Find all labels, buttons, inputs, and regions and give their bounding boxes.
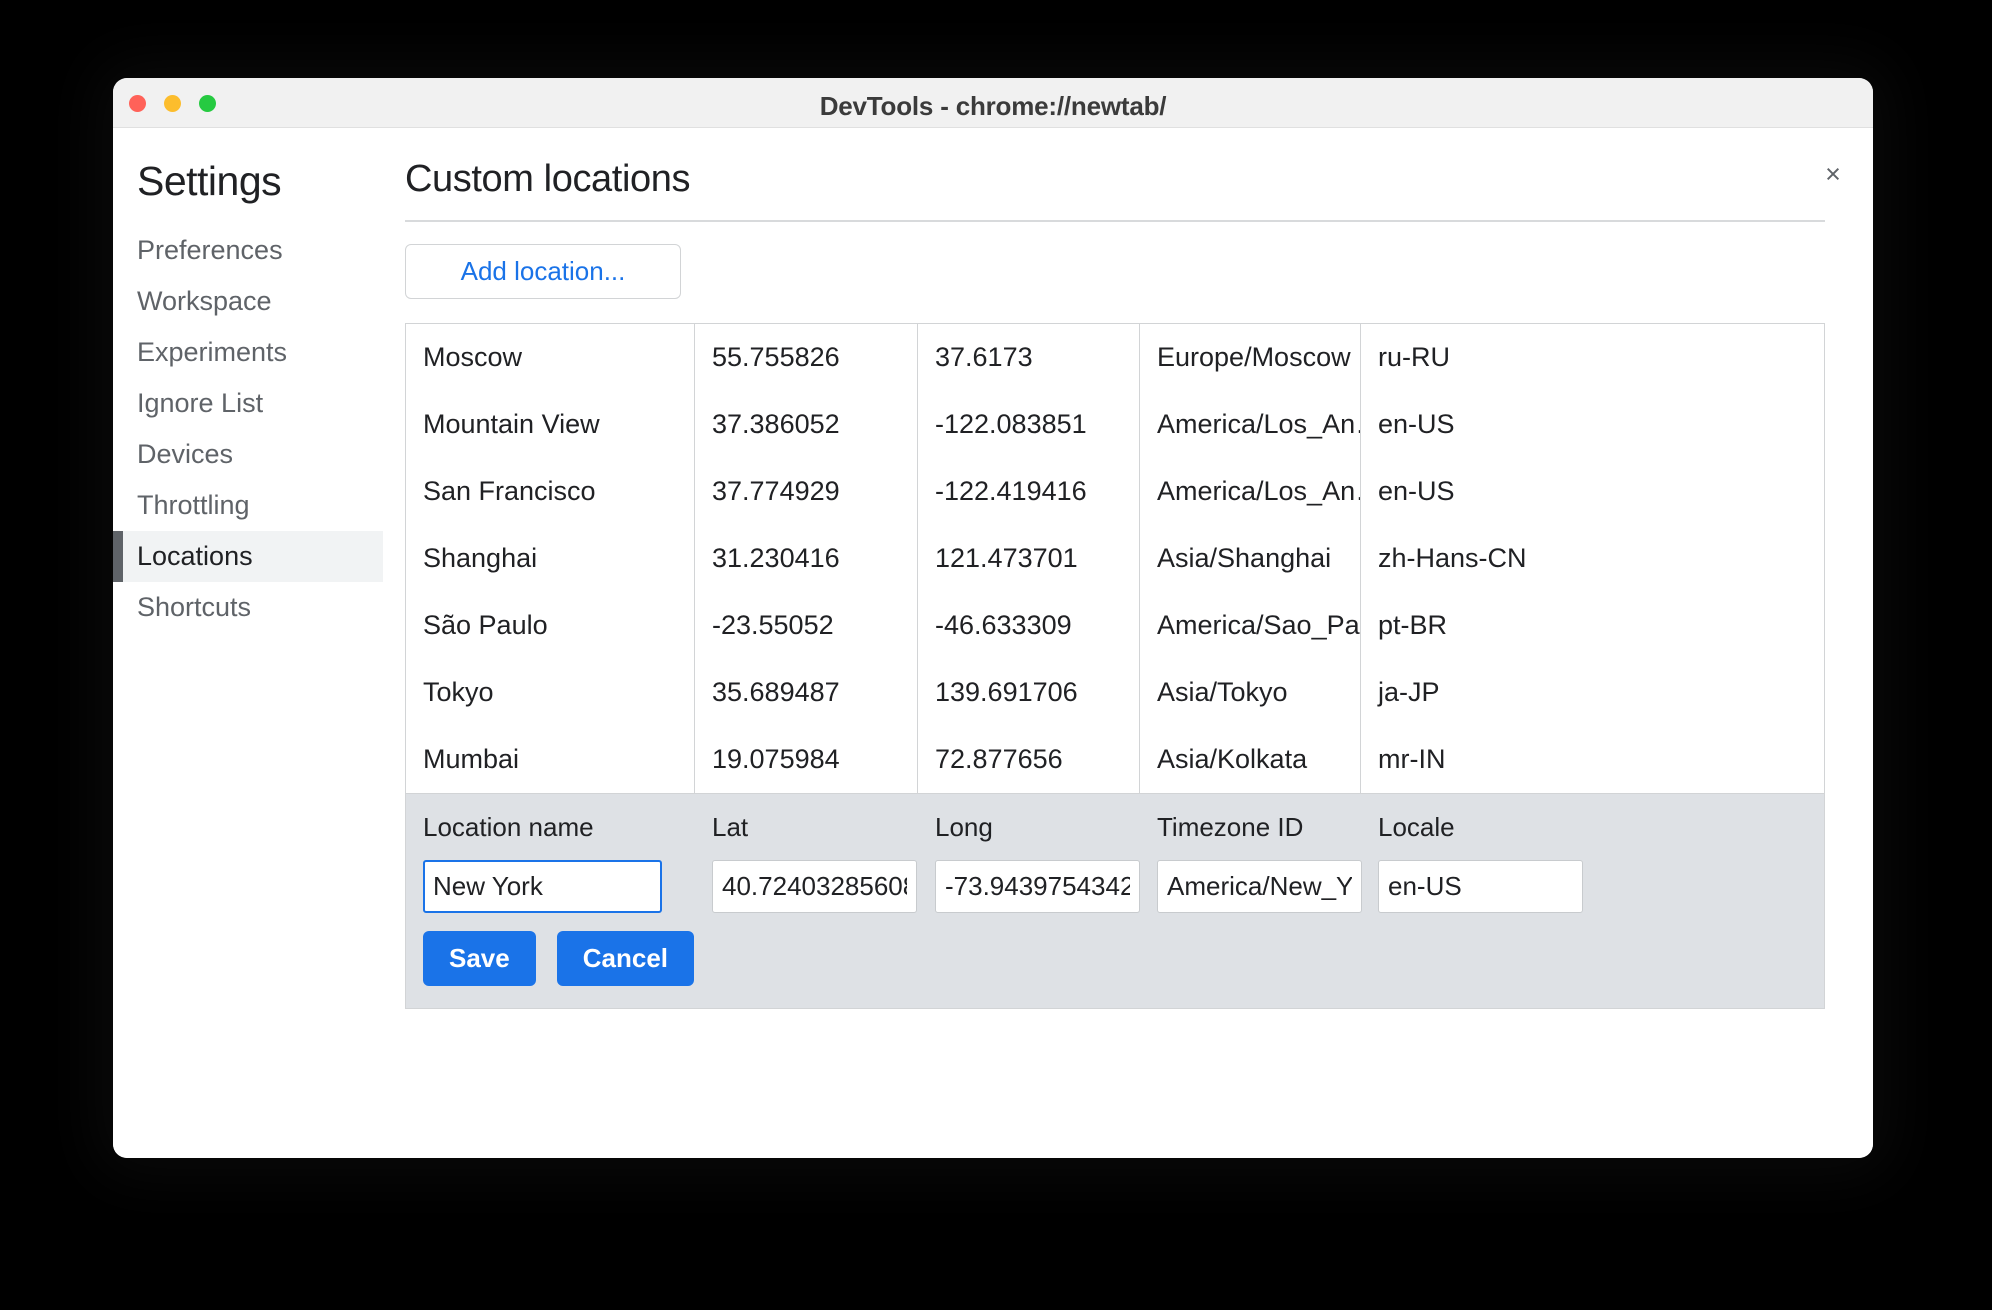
- sidebar-item-experiments[interactable]: Experiments: [113, 327, 383, 378]
- minimize-window-button[interactable]: [164, 95, 181, 112]
- editor-column-headers: Location name Lat Long Timezone ID Local…: [406, 794, 1824, 860]
- cell-long: 121.473701: [918, 525, 1140, 592]
- save-button[interactable]: Save: [423, 931, 536, 986]
- cell-timezone-id: Asia/Kolkata: [1140, 726, 1361, 793]
- cell-location-name: Shanghai: [406, 525, 695, 592]
- table-row[interactable]: Shanghai 31.230416 121.473701 Asia/Shang…: [406, 525, 1824, 592]
- cell-lat: 31.230416: [695, 525, 918, 592]
- cancel-button[interactable]: Cancel: [556, 931, 694, 986]
- cell-timezone-id: Asia/Tokyo: [1140, 659, 1361, 726]
- table-row[interactable]: São Paulo -23.55052 -46.633309 America/S…: [406, 592, 1824, 659]
- cell-locale: en-US: [1378, 476, 1455, 506]
- sidebar-item-workspace[interactable]: Workspace: [113, 276, 383, 327]
- field-wrap-locale: [1361, 860, 1824, 913]
- cell-lat: -23.55052: [695, 592, 918, 659]
- cell-timezone-id: America/Sao_Pa…: [1140, 592, 1361, 659]
- table-row[interactable]: Moscow 55.755826 37.6173 Europe/Moscow r…: [406, 324, 1824, 391]
- devtools-settings-dialog: × Settings Preferences Workspace Experim…: [113, 128, 1873, 1158]
- table-row[interactable]: Tokyo 35.689487 139.691706 Asia/Tokyo ja…: [406, 659, 1824, 726]
- cell-lat: 19.075984: [695, 726, 918, 793]
- sidebar-item-throttling[interactable]: Throttling: [113, 480, 383, 531]
- sidebar-item-label: Devices: [137, 439, 234, 469]
- sidebar-item-label: Locations: [137, 541, 253, 571]
- sidebar-item-label: Workspace: [137, 286, 272, 316]
- table-row[interactable]: Mountain View 37.386052 -122.083851 Amer…: [406, 391, 1824, 458]
- add-location-button[interactable]: Add location...: [405, 244, 681, 299]
- editor-actions: Save Cancel: [406, 915, 1824, 1008]
- header-locale: Locale: [1378, 811, 1455, 842]
- locale-input[interactable]: [1378, 860, 1583, 913]
- header-location-name: Location name: [423, 811, 594, 842]
- cell-locale: mr-IN: [1378, 744, 1446, 774]
- cell-location-name: Moscow: [406, 324, 695, 391]
- sidebar-item-locations[interactable]: Locations: [113, 531, 383, 582]
- sidebar-item-ignore-list[interactable]: Ignore List: [113, 378, 383, 429]
- sidebar-item-label: Ignore List: [137, 388, 264, 418]
- close-window-button[interactable]: [129, 95, 146, 112]
- cell-location-name: Tokyo: [406, 659, 695, 726]
- header-lat: Lat: [712, 811, 749, 842]
- cell-long: -122.083851: [918, 391, 1140, 458]
- cell-locale: zh-Hans-CN: [1378, 543, 1527, 573]
- header-timezone-id: Timezone ID: [1157, 811, 1304, 842]
- settings-sidebar: Settings Preferences Workspace Experimen…: [113, 128, 383, 633]
- sidebar-item-label: Throttling: [137, 490, 250, 520]
- field-wrap-timezone-id: [1140, 860, 1362, 913]
- devtools-window: DevTools - chrome://newtab/ × Settings P…: [113, 78, 1873, 1158]
- cell-lat: 37.386052: [695, 391, 918, 458]
- sidebar-item-label: Shortcuts: [137, 592, 252, 622]
- location-editor: Location name Lat Long Timezone ID Local…: [406, 793, 1824, 1008]
- cell-timezone-id: Asia/Shanghai: [1140, 525, 1361, 592]
- add-location-label: Add location...: [460, 256, 626, 286]
- cell-long: 37.6173: [918, 324, 1140, 391]
- sidebar-title: Settings: [137, 158, 282, 204]
- sidebar-item-devices[interactable]: Devices: [113, 429, 383, 480]
- lat-input[interactable]: [712, 860, 917, 913]
- cell-timezone-id: America/Los_An…: [1140, 458, 1361, 525]
- window-title: DevTools - chrome://newtab/: [819, 91, 1167, 121]
- header-long: Long: [935, 811, 993, 842]
- settings-main-panel: Custom locations Add location... Moscow …: [383, 158, 1873, 1009]
- window-titlebar: DevTools - chrome://newtab/: [113, 78, 1873, 128]
- table-row[interactable]: Mumbai 19.075984 72.877656 Asia/Kolkata …: [406, 726, 1824, 793]
- cell-locale: pt-BR: [1378, 610, 1448, 640]
- cell-location-name: Mumbai: [406, 726, 695, 793]
- sidebar-item-shortcuts[interactable]: Shortcuts: [113, 582, 383, 633]
- table-row[interactable]: San Francisco 37.774929 -122.419416 Amer…: [406, 458, 1824, 525]
- cell-locale: ja-JP: [1378, 677, 1440, 707]
- title-divider: [405, 220, 1825, 222]
- cell-locale: en-US: [1378, 409, 1455, 439]
- timezone-id-input[interactable]: [1157, 860, 1362, 913]
- cell-long: 139.691706: [918, 659, 1140, 726]
- field-wrap-lat: [695, 860, 918, 913]
- editor-fields-row: [406, 860, 1824, 915]
- cell-lat: 37.774929: [695, 458, 918, 525]
- maximize-window-button[interactable]: [199, 95, 216, 112]
- cell-location-name: San Francisco: [406, 458, 695, 525]
- cell-long: 72.877656: [918, 726, 1140, 793]
- long-input[interactable]: [935, 860, 1140, 913]
- page-title: Custom locations: [405, 158, 691, 200]
- sidebar-item-label: Experiments: [137, 337, 288, 367]
- field-wrap-long: [918, 860, 1140, 913]
- sidebar-item-label: Preferences: [137, 235, 283, 265]
- cell-lat: 35.689487: [695, 659, 918, 726]
- traffic-light-group: [129, 95, 216, 112]
- location-name-input[interactable]: [423, 860, 662, 913]
- cell-long: -122.419416: [918, 458, 1140, 525]
- cell-timezone-id: Europe/Moscow: [1140, 324, 1361, 391]
- cell-location-name: Mountain View: [406, 391, 695, 458]
- cell-locale: ru-RU: [1378, 342, 1450, 372]
- field-wrap-location-name: [406, 860, 695, 913]
- cell-long: -46.633309: [918, 592, 1140, 659]
- cell-lat: 55.755826: [695, 324, 918, 391]
- cell-timezone-id: America/Los_An…: [1140, 391, 1361, 458]
- close-icon[interactable]: ×: [1825, 158, 1841, 189]
- cell-location-name: São Paulo: [406, 592, 695, 659]
- locations-table: Moscow 55.755826 37.6173 Europe/Moscow r…: [405, 323, 1825, 1009]
- sidebar-item-preferences[interactable]: Preferences: [113, 225, 383, 276]
